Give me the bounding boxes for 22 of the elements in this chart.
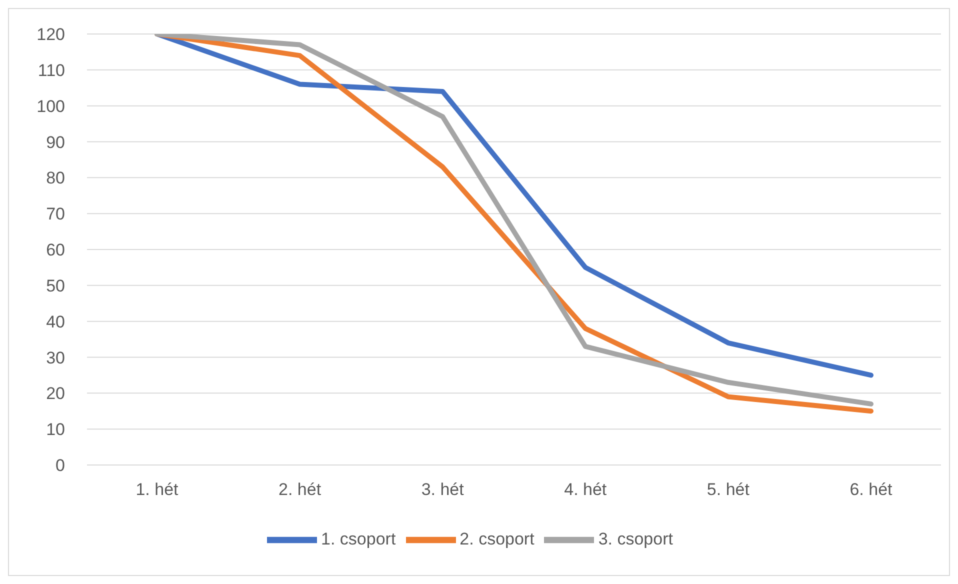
y-tick-label: 0 [56, 456, 65, 476]
legend-label: 3. csoport [598, 529, 673, 548]
y-tick-label: 120 [36, 25, 65, 44]
y-tick-label: 90 [46, 132, 65, 152]
legend-label: 1. csoport [321, 529, 396, 548]
y-tick-label: 40 [46, 312, 65, 332]
x-tick-label: 4. hét [564, 480, 607, 500]
y-tick-label: 70 [46, 204, 65, 224]
y-tick-label: 100 [36, 96, 65, 116]
y-tick-label: 80 [46, 168, 65, 188]
x-tick-label: 2. hét [278, 480, 322, 500]
y-tick-label: 20 [46, 384, 65, 404]
x-tick-label: 6. hét [850, 480, 893, 500]
x-tick-label: 1. hét [136, 480, 179, 500]
y-tick-label: 110 [38, 60, 65, 80]
legend-label: 2. csoport [460, 529, 534, 548]
y-tick-label: 10 [46, 420, 65, 440]
y-tick-label: 60 [46, 240, 65, 260]
y-tick-label: 50 [46, 276, 65, 296]
x-tick-label: 3. hét [421, 480, 464, 500]
x-tick-label: 5. hét [706, 480, 750, 500]
y-tick-label: 30 [46, 348, 65, 368]
